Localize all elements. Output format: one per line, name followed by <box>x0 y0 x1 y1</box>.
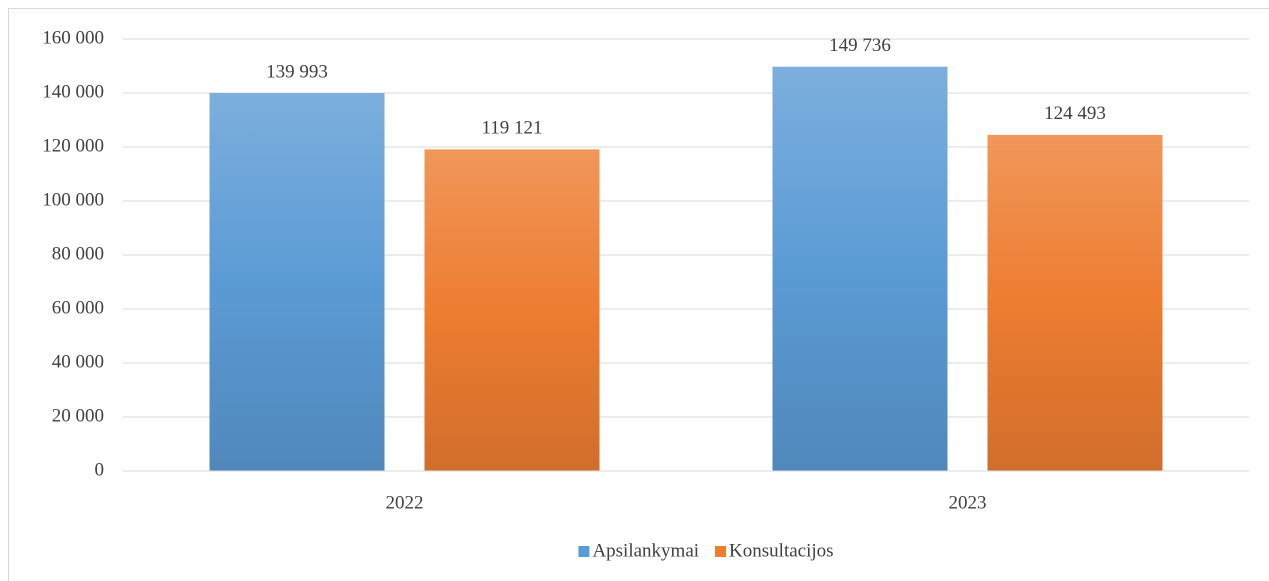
bar <box>209 93 385 472</box>
x-tick-label: 2022 <box>386 492 424 513</box>
data-label: 139 993 <box>266 61 328 82</box>
legend-swatch <box>578 546 590 557</box>
y-tick-label: 160 000 <box>42 27 104 48</box>
y-tick-label: 140 000 <box>42 81 104 102</box>
legend-label: Konsultacijos <box>729 540 834 561</box>
data-label: 149 736 <box>829 35 891 56</box>
legend-label: Apsilankymai <box>592 540 699 561</box>
y-tick-label: 40 000 <box>52 351 104 372</box>
data-label: 124 493 <box>1044 103 1106 124</box>
bar <box>987 134 1163 471</box>
x-tick-label: 2023 <box>949 492 987 513</box>
data-label: 119 121 <box>481 118 542 139</box>
bar <box>424 149 600 472</box>
y-tick-label: 60 000 <box>52 297 104 318</box>
y-tick-label: 20 000 <box>52 405 104 426</box>
bar <box>772 66 948 471</box>
y-tick-label: 80 000 <box>52 243 104 264</box>
y-tick-label: 120 000 <box>42 135 104 156</box>
y-tick-label: 100 000 <box>42 189 104 210</box>
legend-swatch <box>715 546 727 557</box>
y-tick-label: 0 <box>95 459 105 480</box>
